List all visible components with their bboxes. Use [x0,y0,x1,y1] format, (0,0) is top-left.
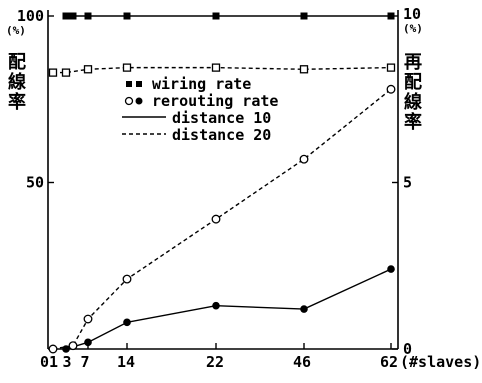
data-point-open-square [211,63,221,72]
data-point-filled-circle [62,345,70,353]
left-axis-title-char: 率 [8,91,26,113]
left-unit-label: (%) [6,24,26,37]
series-line [65,268,392,350]
data-point-filled-square [123,12,131,20]
data-point-open-circle [68,341,78,351]
data-point-filled-square [69,12,77,20]
legend-filled-circle-icon [135,97,143,105]
right-unit-label: (%) [403,22,423,35]
data-point-open-square [386,63,396,72]
legend-label: distance 10 [172,109,271,127]
legend-label: rerouting rate [152,92,278,110]
right-tick-label: 10 [403,5,421,23]
data-point-open-square [61,68,71,77]
x-tick-label: 46 [293,353,311,371]
data-point-filled-circle [387,265,395,273]
data-point-filled-square [387,12,395,20]
x-tick-label: 3 [62,353,71,371]
data-point-open-circle [48,344,58,354]
x-tick-label: 7 [80,353,89,371]
data-point-filled-circle [212,301,220,310]
legend-filled-square-icon [136,81,142,87]
markers-group [48,12,396,354]
data-point-filled-circle [300,305,308,313]
legend-label: distance 20 [172,126,271,144]
left-tick-label: 50 [26,174,44,192]
left-tick-label: 100 [17,7,44,25]
legend-label: wiring rate [152,75,251,93]
right-tick-label: 5 [403,174,412,192]
axes [47,10,399,350]
data-point-open-square [83,65,93,74]
left-axis-title-char: 配 [8,52,26,73]
x-tick-label: 62 [380,353,398,371]
right-axis-title-char: 線 [404,91,422,113]
data-point-filled-square [62,12,70,20]
data-point-open-square [122,63,132,72]
x-tick-label: 1 [49,353,58,371]
series-group [52,15,392,350]
data-point-open-circle [83,314,93,324]
data-point-filled-circle [84,338,92,347]
data-point-filled-square [300,12,308,20]
left-axis-title-char: 線 [8,71,26,93]
x-tick-label: 0 [40,353,49,371]
x-tick-label: 22 [206,353,224,371]
right-axis-title-char: 再 [404,52,422,73]
right-tick-label: 0 [403,340,412,358]
data-point-filled-circle [123,318,131,327]
data-point-open-square [299,65,309,74]
series-line [53,66,392,74]
x-axis-title: (#slaves) [400,353,481,371]
data-point-open-circle [122,274,132,284]
right-axis-title-char: 率 [404,111,422,133]
x-tick-label: 14 [117,353,135,371]
data-point-open-circle [299,154,309,164]
data-point-open-circle [386,84,396,94]
data-point-filled-square [84,12,92,20]
data-point-filled-square [212,12,220,20]
data-point-open-circle [211,214,221,224]
right-axis-title-char: 配 [404,72,422,93]
data-point-open-square [48,68,58,77]
legend-filled-square-icon [126,81,132,87]
legend-open-circle-icon [124,96,134,106]
